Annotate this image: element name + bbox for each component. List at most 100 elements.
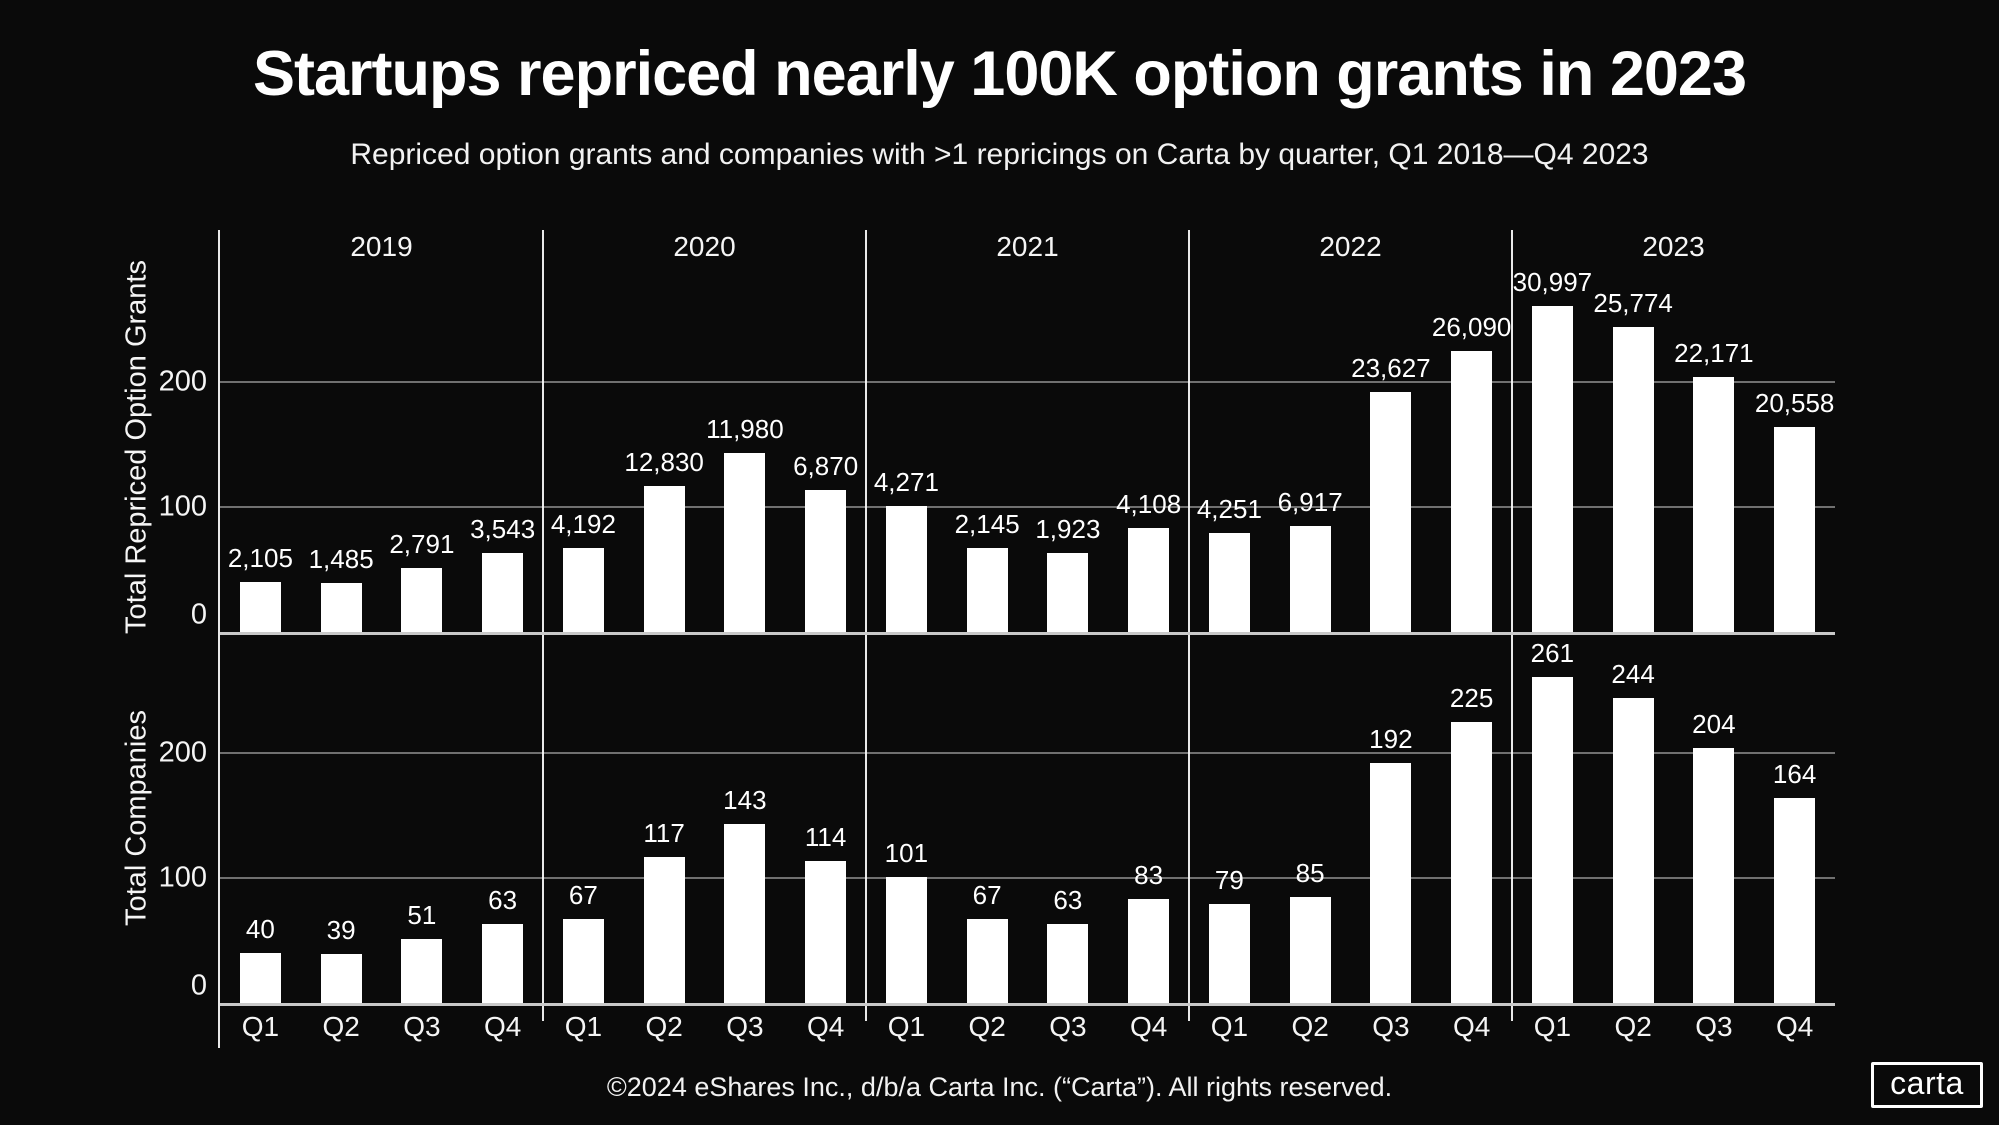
- bar-value-grants-2019-Q1: 2,105: [227, 543, 293, 573]
- bar-companies-2019-Q4: [482, 924, 524, 1003]
- bar-grants-2023-Q1: [1531, 305, 1573, 632]
- bar-grants-2022-Q1: [1208, 533, 1250, 632]
- bar-value-grants-2023-Q3: 22,171: [1674, 338, 1754, 368]
- year-label-2019: 2019: [350, 231, 413, 262]
- x-tick-2022-Q2: Q2: [1291, 1011, 1329, 1042]
- bar-value-grants-2021-Q3: 1,923: [1035, 514, 1101, 545]
- bar-value-grants-2023-Q2: 25,774: [1593, 288, 1673, 318]
- bar-value-companies-2019-Q1: 40: [245, 914, 275, 944]
- bar-value-companies-2020-Q1: 67: [568, 880, 598, 911]
- y-tick-companies-0: 0: [190, 969, 207, 1002]
- bar-grants-2023-Q4: [1774, 427, 1816, 632]
- bar-value-grants-2020-Q1: 4,192: [550, 509, 616, 540]
- bar-companies-2021-Q1: [885, 876, 927, 1003]
- chart-title: Startups repriced nearly 100K option gra…: [253, 39, 1747, 109]
- x-tick-2020-Q3: Q3: [726, 1011, 764, 1042]
- bar-grants-2022-Q4: [1451, 350, 1493, 632]
- bar-value-companies-2020-Q2: 117: [643, 817, 685, 848]
- bar-grants-2023-Q3: [1693, 377, 1735, 632]
- bar-grants-2022-Q2: [1289, 525, 1331, 632]
- bar-grants-2021-Q4: [1128, 528, 1170, 632]
- bar-companies-2022-Q2: [1289, 896, 1331, 1003]
- carta-logo: carta: [1871, 1062, 1983, 1108]
- x-tick-2019-Q3: Q3: [403, 1011, 441, 1042]
- x-tick-2022-Q3: Q3: [1372, 1011, 1410, 1042]
- x-tick-2019-Q1: Q1: [241, 1011, 280, 1042]
- bar-value-companies-2019-Q2: 39: [326, 915, 356, 946]
- bar-value-grants-2020-Q3: 11,980: [706, 414, 784, 445]
- y-tick-companies-200: 200: [158, 736, 207, 769]
- bar-value-grants-2022-Q4: 26,090: [1431, 311, 1512, 342]
- x-tick-2022-Q4: Q4: [1452, 1011, 1491, 1042]
- x-tick-2021-Q4: Q4: [1129, 1011, 1168, 1042]
- bar-companies-2022-Q1: [1208, 904, 1250, 1003]
- bar-value-companies-2020-Q4: 114: [804, 821, 847, 852]
- bar-value-companies-2019-Q3: 51: [407, 900, 437, 931]
- gridline-companies-100: [220, 877, 1835, 879]
- bar-grants-2019-Q1: [239, 582, 281, 632]
- bar-value-grants-2021-Q1: 4,271: [873, 466, 939, 497]
- x-tick-2020-Q4: Q4: [806, 1011, 845, 1042]
- bar-value-grants-2021-Q2: 2,145: [954, 509, 1020, 540]
- bar-grants-2020-Q4: [805, 489, 847, 632]
- carta-logo-text: carta: [1890, 1064, 1964, 1101]
- bar-value-companies-2021-Q4: 83: [1134, 860, 1164, 891]
- bar-companies-2019-Q1: [239, 953, 281, 1003]
- bar-companies-2023-Q2: [1612, 698, 1654, 1003]
- bar-value-grants-2020-Q2: 12,830: [624, 446, 704, 477]
- year-label-2023: 2023: [1642, 231, 1705, 262]
- bar-companies-2020-Q2: [643, 856, 685, 1003]
- x-tick-2019-Q2: Q2: [322, 1011, 360, 1042]
- bar-companies-2022-Q3: [1370, 763, 1412, 1003]
- bar-companies-2019-Q2: [320, 954, 362, 1003]
- bar-value-companies-2021-Q3: 63: [1053, 885, 1083, 916]
- y-axis-title-grants: Total Repriced Option Grants: [120, 260, 153, 634]
- bar-value-companies-2021-Q1: 101: [884, 837, 929, 868]
- bar-value-companies-2022-Q4: 225: [1449, 682, 1494, 713]
- x-tick-2023-Q2: Q2: [1614, 1011, 1652, 1042]
- year-separator-line: [542, 230, 544, 1021]
- bar-companies-2021-Q2: [966, 919, 1008, 1003]
- x-tick-2021-Q3: Q3: [1049, 1011, 1087, 1042]
- bar-grants-2021-Q1: [885, 505, 927, 632]
- bar-value-companies-2019-Q4: 63: [488, 885, 518, 916]
- year-separator-line: [1188, 230, 1190, 1021]
- bar-value-companies-2023-Q4: 164: [1772, 759, 1817, 789]
- bar-companies-2020-Q3: [724, 824, 766, 1003]
- y-tick-grants-100: 100: [158, 490, 207, 523]
- bar-value-grants-2019-Q2: 1,485: [308, 544, 374, 575]
- bar-value-companies-2020-Q3: 143: [723, 785, 767, 816]
- copyright-text: ©2024 eShares Inc., d/b/a Carta Inc. (“C…: [606, 1072, 1393, 1102]
- x-tick-2023-Q3: Q3: [1695, 1011, 1733, 1042]
- bar-value-grants-2023-Q4: 20,558: [1754, 388, 1835, 418]
- baseline-companies: [220, 1003, 1835, 1006]
- chart-subtitle: Repriced option grants and companies wit…: [350, 138, 1649, 171]
- year-label-2021: 2021: [996, 231, 1059, 262]
- bar-companies-2021-Q3: [1047, 924, 1089, 1003]
- y-axis-line: [218, 230, 220, 1048]
- x-tick-2023-Q1: Q1: [1533, 1011, 1572, 1042]
- bar-companies-2020-Q4: [805, 860, 847, 1003]
- y-tick-companies-100: 100: [158, 861, 207, 894]
- y-tick-grants-200: 200: [158, 365, 207, 398]
- bar-grants-2021-Q3: [1047, 553, 1089, 632]
- bar-companies-2022-Q4: [1451, 721, 1493, 1003]
- bar-value-grants-2020-Q4: 6,870: [793, 450, 859, 481]
- year-separator-line: [1511, 230, 1513, 1021]
- x-tick-2021-Q2: Q2: [968, 1011, 1006, 1042]
- x-tick-2023-Q4: Q4: [1775, 1011, 1814, 1042]
- bar-value-grants-2019-Q3: 2,791: [389, 529, 455, 560]
- bar-grants-2020-Q1: [562, 548, 604, 632]
- bar-companies-2023-Q1: [1531, 676, 1573, 1003]
- x-tick-2021-Q1: Q1: [887, 1011, 926, 1042]
- bar-value-companies-2022-Q1: 79: [1214, 865, 1244, 896]
- bar-value-companies-2022-Q2: 85: [1295, 857, 1325, 888]
- bar-value-grants-2022-Q2: 6,917: [1277, 486, 1343, 517]
- bar-companies-2023-Q3: [1693, 748, 1735, 1003]
- x-tick-2019-Q4: Q4: [483, 1011, 522, 1042]
- x-tick-2020-Q1: Q1: [564, 1011, 603, 1042]
- bar-grants-2019-Q4: [482, 553, 524, 632]
- bar-value-grants-2021-Q4: 4,108: [1116, 489, 1182, 520]
- bar-value-companies-2021-Q2: 67: [972, 880, 1002, 911]
